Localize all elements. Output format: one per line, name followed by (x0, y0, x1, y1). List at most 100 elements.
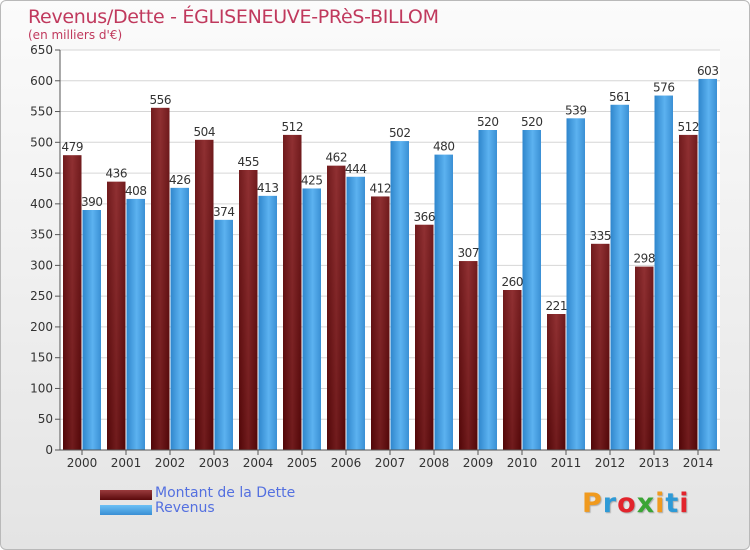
y-tick-label: 650 (30, 43, 53, 57)
bar-revenus (478, 130, 497, 450)
logo-letter: o (617, 488, 637, 519)
y-tick-label: 250 (30, 289, 53, 303)
bar-revenus (126, 198, 145, 450)
legend-swatch-revenus (100, 505, 152, 515)
data-label-revenus: 502 (389, 126, 410, 140)
y-tick-label: 600 (30, 74, 53, 88)
x-tick-label: 2014 (683, 456, 714, 470)
y-tick-label: 150 (30, 351, 53, 365)
x-tick-label: 2002 (155, 456, 186, 470)
logo-letter: i (679, 488, 690, 519)
data-label-revenus: 561 (609, 90, 630, 104)
bar-dette-shade (283, 134, 302, 450)
chart-title: Revenus/Dette - ÉGLISENEUVE-PRèS-BILLOM (28, 6, 439, 28)
logo-letter: i (655, 488, 666, 519)
data-label-dette: 455 (238, 155, 259, 169)
y-tick-label: 200 (30, 320, 53, 334)
data-label-revenus: 374 (213, 205, 234, 219)
data-label-dette: 512 (282, 120, 303, 134)
bar-dette-shade (371, 196, 390, 450)
y-tick-label: 300 (30, 258, 53, 272)
data-label-revenus: 603 (697, 64, 718, 78)
x-tick-label: 2004 (243, 456, 274, 470)
proxiti-logo: Proxiti (582, 488, 690, 519)
bar-revenus (302, 188, 321, 450)
data-label-dette: 260 (502, 275, 523, 289)
plot-area (60, 50, 720, 450)
x-tick-label: 2007 (375, 456, 406, 470)
bar-dette-shade (63, 155, 82, 450)
bar-revenus (434, 154, 453, 450)
bar-revenus (698, 78, 717, 450)
x-tick-label: 2000 (67, 456, 98, 470)
data-label-revenus: 520 (521, 115, 542, 129)
x-tick-label: 2009 (463, 456, 494, 470)
data-label-dette: 366 (414, 210, 435, 224)
data-label-dette: 556 (150, 93, 171, 107)
y-tick-label: 500 (30, 135, 53, 149)
data-label-revenus: 408 (125, 184, 146, 198)
legend-label-dette: Montant de la Dette (155, 485, 296, 501)
data-label-revenus: 576 (653, 81, 674, 95)
data-label-revenus: 390 (81, 195, 102, 209)
data-label-dette: 479 (62, 140, 83, 154)
bar-dette-shade (151, 107, 170, 450)
logo-letter: P (582, 488, 603, 519)
y-tick-label: 0 (45, 443, 53, 457)
data-label-dette: 221 (546, 299, 567, 313)
data-label-dette: 298 (634, 252, 655, 266)
bar-revenus (610, 104, 629, 451)
bar-dette-shade (195, 139, 214, 450)
data-label-dette: 307 (458, 246, 479, 260)
bar-dette-shade (415, 224, 434, 450)
x-tick-label: 2013 (639, 456, 670, 470)
bar-dette-shade (591, 243, 610, 450)
y-tick-label: 450 (30, 166, 53, 180)
bar-dette-shade (679, 134, 698, 450)
bar-revenus (258, 195, 277, 450)
bar-revenus (654, 95, 673, 451)
data-label-revenus: 425 (301, 173, 322, 187)
x-tick-label: 2011 (551, 456, 582, 470)
logo-letter: t (665, 488, 680, 519)
bar-dette-shade (547, 314, 566, 450)
data-label-dette: 436 (106, 167, 127, 181)
logo-letter: r (602, 488, 618, 519)
legend-swatch-dette (100, 490, 152, 500)
chart-subtitle: (en milliers d'€) (28, 28, 123, 42)
x-tick-label: 2005 (287, 456, 318, 470)
bar-dette-shade (239, 170, 258, 450)
data-label-revenus: 539 (565, 103, 586, 117)
bar-revenus (214, 219, 233, 450)
x-tick-label: 2012 (595, 456, 626, 470)
data-label-dette: 504 (194, 125, 215, 139)
y-tick-label: 50 (38, 412, 53, 426)
x-tick-label: 2001 (111, 456, 142, 470)
y-tick-label: 550 (30, 105, 53, 119)
bar-revenus (522, 130, 541, 450)
data-label-revenus: 426 (169, 173, 190, 187)
bar-dette-shade (327, 165, 346, 450)
bar-dette-shade (635, 266, 654, 450)
data-label-revenus: 413 (257, 181, 278, 195)
x-tick-label: 2003 (199, 456, 230, 470)
data-label-revenus: 520 (477, 115, 498, 129)
y-tick-label: 400 (30, 197, 53, 211)
bar-revenus (170, 187, 189, 450)
bar-revenus (82, 210, 101, 450)
data-label-dette: 512 (678, 120, 699, 134)
bar-revenus (346, 176, 365, 450)
legend-label-revenus: Revenus (155, 500, 215, 516)
logo-letter: x (636, 488, 656, 519)
x-tick-label: 2008 (419, 456, 450, 470)
x-tick-label: 2006 (331, 456, 362, 470)
bar-revenus (390, 141, 409, 451)
data-label-revenus: 480 (433, 140, 454, 154)
data-label-dette: 335 (590, 229, 611, 243)
y-tick-label: 350 (30, 228, 53, 242)
bar-revenus (566, 118, 585, 451)
data-label-dette: 462 (326, 151, 347, 165)
y-tick-label: 100 (30, 381, 53, 395)
x-tick-label: 2010 (507, 456, 538, 470)
